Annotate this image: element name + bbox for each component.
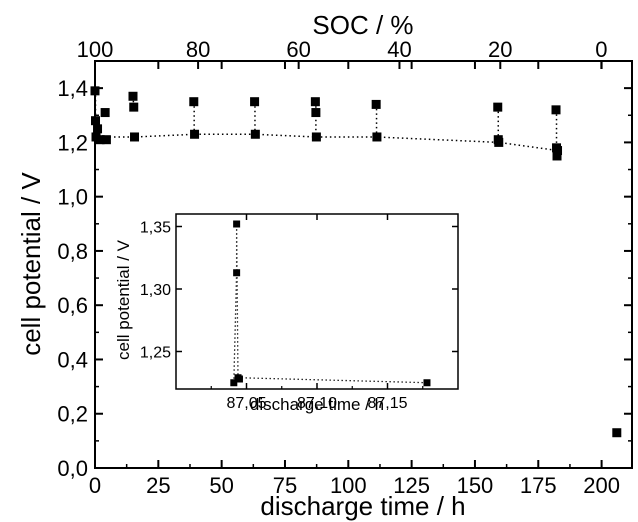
inset-y-axis-label: cell potential / V (114, 239, 133, 360)
inset-data-point (230, 379, 238, 387)
data-point (250, 97, 260, 107)
y-tick-label: 0,4 (57, 347, 88, 372)
data-point (551, 105, 561, 115)
inset-x-tick-label: 87,05 (226, 395, 266, 412)
y-tick-label: 1,4 (57, 76, 88, 101)
x-tick-label: 25 (146, 473, 170, 498)
data-point (130, 132, 140, 142)
top-axis-tick-label: 0 (595, 37, 607, 62)
inset-y-tick-label: 1,30 (140, 282, 171, 299)
top-axis-tick-label: 60 (286, 37, 310, 62)
inset-data-point (233, 269, 241, 277)
inset-x-axis-label: discharge time / h (250, 395, 384, 414)
x-tick-label: 50 (209, 473, 233, 498)
inset-data-point (423, 379, 431, 387)
inset-plot-area (175, 213, 459, 390)
x-tick-label: 150 (457, 473, 494, 498)
data-point (129, 102, 139, 112)
data-point (372, 132, 382, 142)
inset-series-line (233, 223, 428, 384)
inset-data-point (233, 220, 241, 228)
top-axis-tick-label: 100 (77, 37, 114, 62)
y-axis-label: cell potential / V (16, 172, 46, 356)
data-point (100, 108, 110, 118)
y-tick-label: 1,0 (57, 185, 88, 210)
data-point (494, 137, 504, 147)
inset-data-point (235, 375, 243, 383)
y-tick-label: 0,0 (57, 456, 88, 481)
data-point (552, 151, 562, 161)
data-point (371, 99, 381, 109)
x-tick-label: 200 (583, 473, 620, 498)
main-plot-area (94, 60, 633, 469)
top-axis-tick-label: 40 (387, 37, 411, 62)
inset-x-tick-label: 87,10 (297, 395, 337, 412)
data-point (91, 116, 101, 126)
x-tick-label: 75 (273, 473, 297, 498)
inset-y-tick-label: 1,35 (140, 220, 171, 237)
data-point (90, 86, 100, 96)
data-point (189, 97, 199, 107)
data-point (310, 97, 320, 107)
x-tick-label: 125 (393, 473, 430, 498)
x-tick-label: 0 (89, 473, 101, 498)
top-axis-tick-label: 80 (186, 37, 210, 62)
data-point (128, 91, 138, 101)
data-point (190, 129, 200, 139)
y-tick-label: 0,8 (57, 239, 88, 264)
data-point (612, 428, 622, 438)
data-point (93, 124, 103, 134)
inset-y-tick-label: 1,25 (140, 345, 171, 362)
y-tick-label: 1,2 (57, 130, 88, 155)
top-axis-tick-label: 20 (488, 37, 512, 62)
x-tick-label: 175 (520, 473, 557, 498)
data-point (101, 135, 111, 145)
inset-x-tick-label: 87,15 (367, 395, 407, 412)
x-axis-label: discharge time / h (260, 491, 465, 521)
x-tick-label: 100 (330, 473, 367, 498)
data-point (250, 129, 260, 139)
data-point (311, 108, 321, 118)
y-tick-label: 0,6 (57, 293, 88, 318)
series-trend-line (96, 133, 558, 152)
data-point (493, 102, 503, 112)
top-axis-label: SOC / % (312, 10, 413, 40)
data-point (95, 135, 105, 145)
data-point (311, 132, 321, 142)
y-tick-label: 0,2 (57, 402, 88, 427)
data-point (553, 146, 563, 156)
